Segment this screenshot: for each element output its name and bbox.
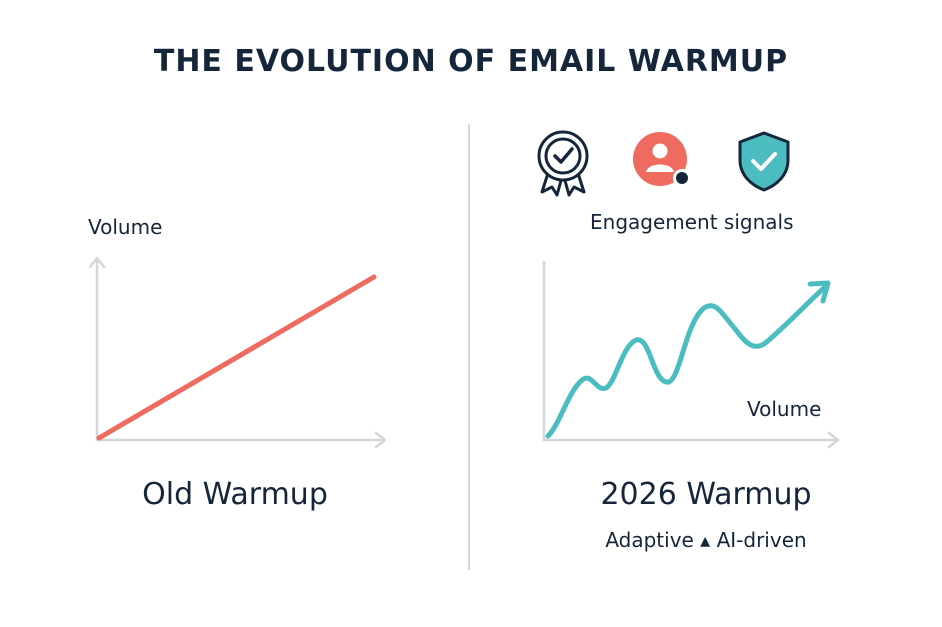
engagement-signals-label: Engagement signals xyxy=(590,210,794,234)
award-badge-icon xyxy=(537,130,589,197)
2026-warmup-adaptive-line xyxy=(545,283,829,439)
shield-check-icon xyxy=(738,131,790,192)
old-warmup-linear-line xyxy=(96,274,377,441)
user-profile-icon xyxy=(633,132,691,187)
left-y-axis-label: Volume xyxy=(88,215,163,239)
left-axes xyxy=(88,256,387,449)
left-y-arrowhead xyxy=(88,256,106,269)
right-x-axis-label: Volume xyxy=(747,397,822,421)
right-x-arrowhead xyxy=(827,431,840,449)
page-title: THE EVOLUTION OF EMAIL WARMUP xyxy=(153,44,789,79)
left-x-arrowhead xyxy=(374,431,387,449)
old-warmup-caption: Old Warmup xyxy=(142,477,328,512)
right-axes xyxy=(542,260,840,449)
center-divider xyxy=(468,124,470,570)
2026-warmup-caption: 2026 Warmup xyxy=(600,477,812,512)
2026-warmup-subtitle: Adaptive ▴ AI-driven xyxy=(605,528,807,552)
2026-warmup-arrowhead xyxy=(807,280,831,304)
